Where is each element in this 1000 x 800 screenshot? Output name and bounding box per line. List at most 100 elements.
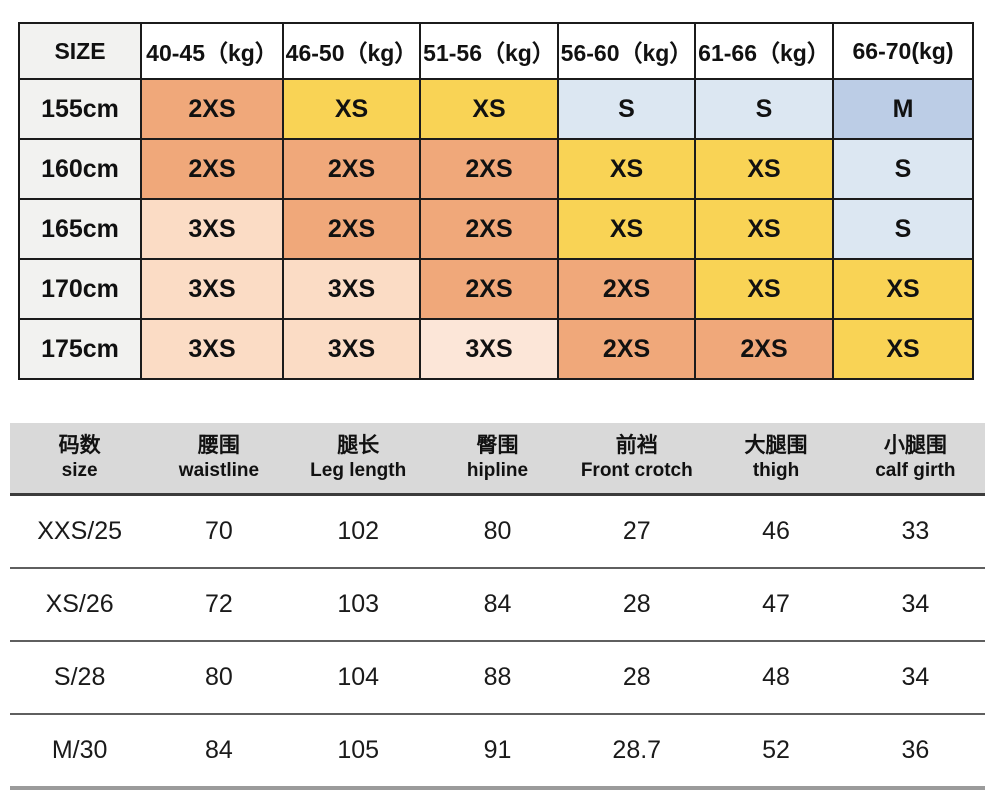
table-row: 155cm 2XS XS XS S S M	[18, 78, 974, 140]
header-label-en: thigh	[752, 459, 800, 481]
size-value-cell: 2XS	[419, 258, 559, 320]
weight-header-cell: 56-60（kg）	[557, 22, 696, 80]
measurement-value-cell: 28	[567, 641, 707, 715]
measurement-value-cell: 91	[427, 714, 568, 790]
measurement-value-cell: 36	[845, 714, 985, 790]
measurement-value-cell: 105	[288, 714, 428, 790]
measurement-value-cell: 46	[706, 494, 846, 569]
header-label-zh: 码数	[58, 434, 101, 458]
measurement-value-cell: 72	[149, 568, 289, 642]
size-name-cell: S/28	[10, 641, 150, 715]
table-row: 165cm 3XS 2XS 2XS XS XS S	[18, 198, 974, 260]
size-value-cell: XS	[832, 318, 974, 380]
table-row: M/30 84 105 91 28.7 52 36	[10, 714, 985, 790]
table-row: XXS/25 70 102 80 27 46 33	[10, 494, 985, 569]
table-row: XS/26 72 103 84 28 47 34	[10, 568, 985, 642]
size-value-cell: 2XS	[419, 138, 559, 200]
header-label-zh: 臀围	[476, 434, 519, 458]
measurement-value-cell: 28.7	[567, 714, 707, 790]
measurement-value-cell: 52	[706, 714, 846, 790]
size-value-cell: 2XS	[419, 198, 559, 260]
header-label-en: Front crotch	[580, 459, 693, 481]
measurement-value-cell: 84	[149, 714, 289, 790]
height-label-cell: 160cm	[18, 138, 142, 200]
table-row: 170cm 3XS 3XS 2XS 2XS XS XS	[18, 258, 974, 320]
table-row: S/28 80 104 88 28 48 34	[10, 641, 985, 715]
size-value-cell: XS	[419, 78, 559, 140]
height-label-cell: 165cm	[18, 198, 142, 260]
measurement-value-cell: 70	[149, 494, 289, 569]
weight-header-cell: 61-66（kg）	[694, 22, 834, 80]
header-label-zh: 大腿围	[744, 434, 808, 458]
header-label-zh: 腿长	[337, 434, 380, 458]
size-value-cell: 3XS	[140, 318, 284, 380]
measurement-value-cell: 34	[845, 641, 985, 715]
size-value-cell: XS	[557, 138, 696, 200]
size-value-cell: 2XS	[282, 198, 421, 260]
measurement-value-cell: 80	[149, 641, 289, 715]
size-value-cell: S	[832, 138, 974, 200]
size-value-cell: 2XS	[557, 258, 696, 320]
header-label-en: size	[61, 459, 98, 481]
measurement-header-cell: 码数 size	[10, 423, 150, 496]
size-value-cell: XS	[282, 78, 421, 140]
size-value-cell: S	[832, 198, 974, 260]
measurement-value-cell: 88	[427, 641, 568, 715]
measurement-header-cell: 腰围 waistline	[149, 423, 289, 496]
size-value-cell: 3XS	[140, 258, 284, 320]
weight-header-cell: 51-56（kg）	[419, 22, 559, 80]
header-label-zh: 小腿围	[883, 434, 947, 458]
height-label-cell: 175cm	[18, 318, 142, 380]
size-value-cell: XS	[694, 258, 834, 320]
size-value-cell: S	[694, 78, 834, 140]
header-label-zh: 腰围	[197, 434, 240, 458]
header-label-zh: 前裆	[615, 434, 658, 458]
weight-header-cell: 40-45（kg）	[140, 22, 284, 80]
size-value-cell: M	[832, 78, 974, 140]
size-value-cell: 3XS	[140, 198, 284, 260]
measurement-value-cell: 33	[845, 494, 985, 569]
size-value-cell: 2XS	[282, 138, 421, 200]
measurement-value-cell: 34	[845, 568, 985, 642]
size-value-cell: XS	[694, 138, 834, 200]
table-row: 175cm 3XS 3XS 3XS 2XS 2XS XS	[18, 318, 974, 380]
measurement-value-cell: 103	[288, 568, 428, 642]
measurement-value-cell: 84	[427, 568, 568, 642]
size-value-cell: S	[557, 78, 696, 140]
table-row: 160cm 2XS 2XS 2XS XS XS S	[18, 138, 974, 200]
measurement-header-row: 码数 size 腰围 waistline 腿长 Leg length 臀围 hi…	[10, 423, 985, 496]
weight-height-size-table: SIZE 40-45（kg） 46-50（kg） 51-56（kg） 56-60…	[18, 22, 974, 380]
measurement-value-cell: 28	[567, 568, 707, 642]
size-value-cell: 3XS	[419, 318, 559, 380]
size-value-cell: 2XS	[694, 318, 834, 380]
size-value-cell: 2XS	[140, 78, 284, 140]
measurement-grid: 码数 size 腰围 waistline 腿长 Leg length 臀围 hi…	[10, 423, 985, 790]
measurement-table: 码数 size 腰围 waistline 腿长 Leg length 臀围 hi…	[10, 423, 985, 790]
size-corner-header: SIZE	[18, 22, 142, 80]
header-label-en: hipline	[466, 459, 529, 481]
size-value-cell: 2XS	[140, 138, 284, 200]
measurement-header-cell: 小腿围 calf girth	[845, 423, 985, 496]
size-value-cell: XS	[832, 258, 974, 320]
measurement-header-cell: 腿长 Leg length	[288, 423, 428, 496]
measurement-header-cell: 前裆 Front crotch	[567, 423, 707, 496]
size-name-cell: XS/26	[10, 568, 150, 642]
size-matrix-header-row: SIZE 40-45（kg） 46-50（kg） 51-56（kg） 56-60…	[18, 22, 974, 80]
measurement-header-cell: 大腿围 thigh	[706, 423, 846, 496]
size-value-cell: XS	[694, 198, 834, 260]
height-label-cell: 170cm	[18, 258, 142, 320]
weight-header-cell: 46-50（kg）	[282, 22, 421, 80]
measurement-header-cell: 臀围 hipline	[427, 423, 568, 496]
weight-header-cell: 66-70(kg)	[832, 22, 974, 80]
measurement-value-cell: 80	[427, 494, 568, 569]
size-name-cell: M/30	[10, 714, 150, 790]
header-label-en: Leg length	[310, 459, 407, 481]
measurement-value-cell: 102	[288, 494, 428, 569]
size-value-cell: XS	[557, 198, 696, 260]
header-label-en: calf girth	[875, 459, 956, 481]
measurement-value-cell: 27	[567, 494, 707, 569]
measurement-value-cell: 47	[706, 568, 846, 642]
size-value-cell: 3XS	[282, 258, 421, 320]
size-matrix: SIZE 40-45（kg） 46-50（kg） 51-56（kg） 56-60…	[18, 22, 974, 380]
